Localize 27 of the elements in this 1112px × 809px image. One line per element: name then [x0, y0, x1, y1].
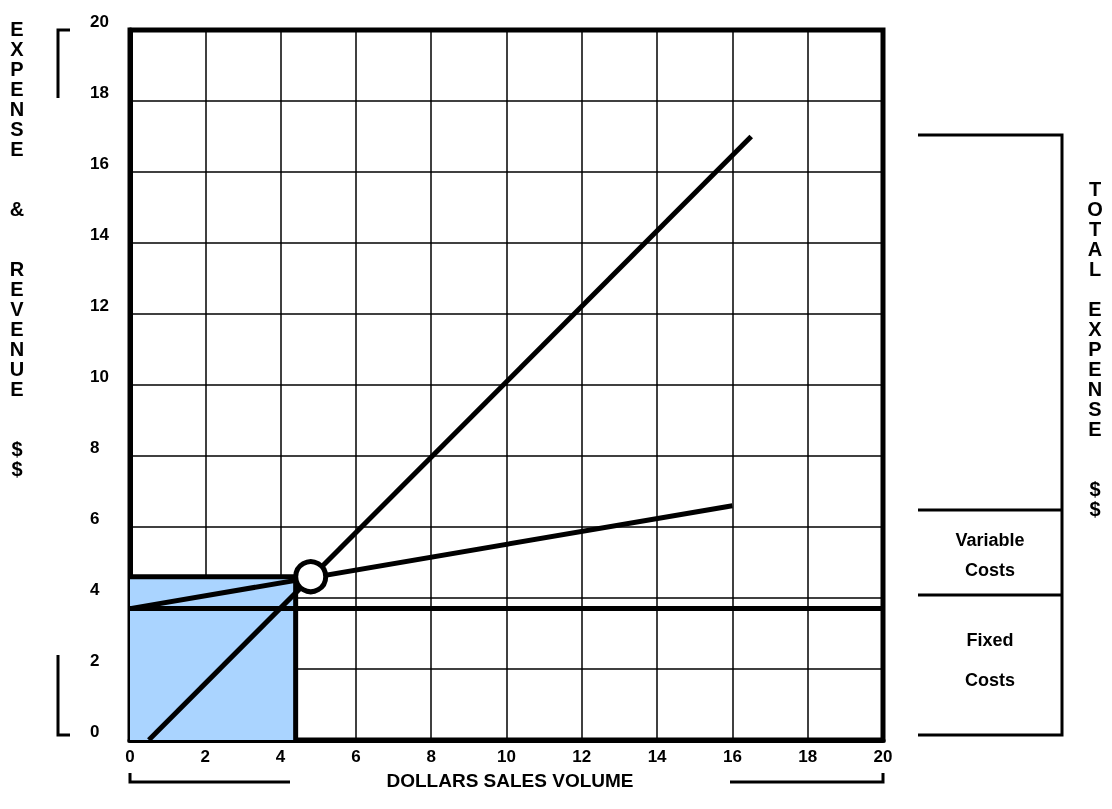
y-tick-label: 6	[90, 509, 100, 528]
y-axis-title: EXPENSE & REVENUE $$	[6, 18, 28, 478]
x-tick-label: 10	[497, 747, 516, 766]
x-tick-label: 0	[125, 747, 135, 766]
y-tick-label: 20	[90, 12, 109, 31]
text: Variable Costs	[954, 529, 1026, 582]
y-tick-label: 14	[90, 225, 110, 244]
y-tick-label: 16	[90, 154, 109, 173]
text: Fixed Costs	[964, 629, 1016, 692]
x-tick-label: 2	[200, 747, 211, 766]
y-tick-label: 2	[90, 651, 100, 670]
x-tick-label: 20	[873, 747, 893, 766]
x-tick-label: 18	[798, 747, 818, 766]
x-tick-label: 14	[647, 747, 668, 766]
x-tick-label: 6	[351, 747, 361, 766]
y-tick-label: 18	[90, 83, 109, 102]
y-tick-label: 4	[90, 580, 100, 599]
x-tick-label: 4	[275, 747, 286, 766]
y-tick-label: 8	[90, 438, 100, 457]
text: TOTAL EXPENSE $$	[1084, 178, 1106, 518]
x-tick-label: 12	[572, 747, 592, 766]
x-axis-title: DOLLARS SALES VOLUME	[290, 770, 730, 792]
y-tick-label: 0	[90, 722, 100, 741]
y-tick-label: 10	[90, 367, 109, 386]
y-tick-label: 12	[90, 296, 109, 315]
x-tick-label: 8	[426, 747, 436, 766]
x-tick-label: 16	[722, 747, 742, 766]
